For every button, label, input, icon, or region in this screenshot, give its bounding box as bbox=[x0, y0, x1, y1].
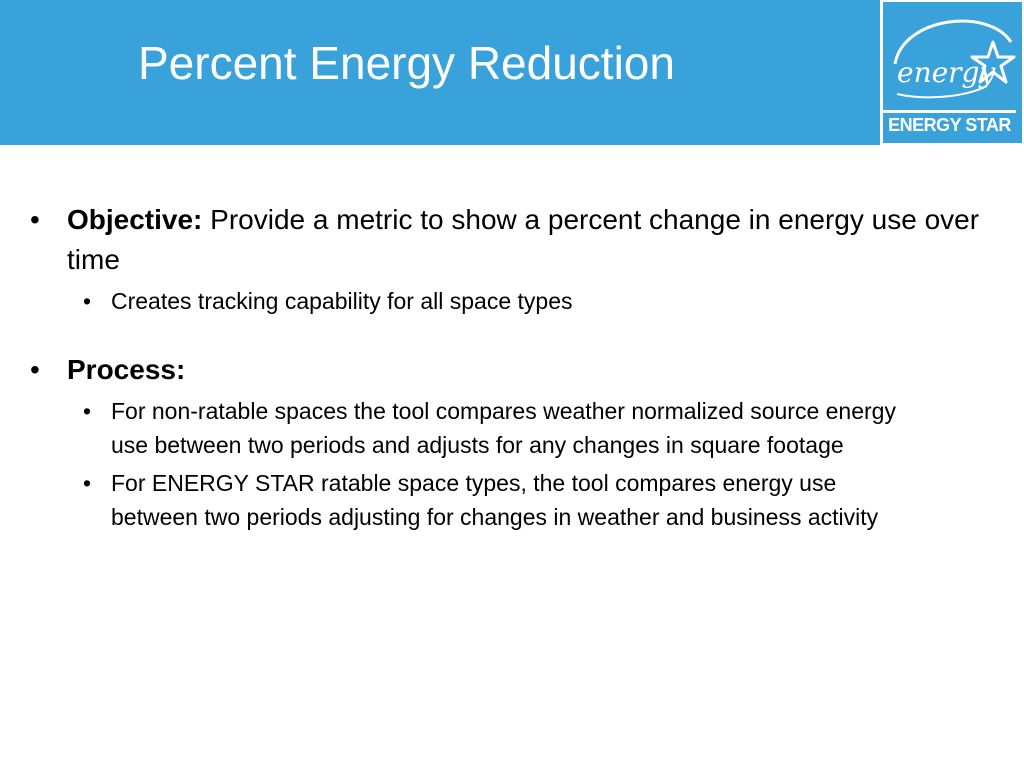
sub-bullet-list: • Creates tracking capability for all sp… bbox=[0, 284, 1000, 318]
sub-bullet-dot: • bbox=[83, 398, 92, 424]
sub-bullet: • Creates tracking capability for all sp… bbox=[0, 284, 911, 318]
bullet-label: Process: bbox=[67, 354, 186, 385]
slide-title: Percent Energy Reduction bbox=[138, 37, 675, 89]
energy-star-icon: energy bbox=[893, 19, 1016, 99]
logo-caption: ENERGY STAR bbox=[888, 115, 1011, 135]
logo-script-text: energy bbox=[897, 56, 996, 89]
energy-star-logo: energy ENERGY STAR bbox=[880, 0, 1024, 145]
bullet-objective: • Objective: Provide a metric to show a … bbox=[0, 200, 1000, 280]
logo-caption-band bbox=[883, 110, 1016, 142]
bullet-dot: • bbox=[30, 354, 40, 385]
bullet-label: Objective: bbox=[67, 204, 203, 235]
slide-content: • Objective: Provide a metric to show a … bbox=[0, 200, 1000, 538]
sub-bullet-text: For ENERGY STAR ratable space types, the… bbox=[111, 470, 879, 530]
sub-bullet-text: For non-ratable spaces the tool compares… bbox=[111, 398, 896, 458]
sub-bullet-text: Creates tracking capability for all spac… bbox=[111, 288, 573, 314]
title-bar: Percent Energy Reduction bbox=[0, 0, 880, 145]
sub-bullet-list: • For non-ratable spaces the tool compar… bbox=[0, 394, 1000, 534]
sub-bullet-dot: • bbox=[83, 470, 92, 496]
sub-bullet-dot: • bbox=[83, 288, 92, 314]
sub-bullet: • For ENERGY STAR ratable space types, t… bbox=[0, 466, 911, 534]
bullet-process: • Process: bbox=[0, 350, 1000, 390]
bullet-text: Provide a metric to show a percent chang… bbox=[67, 204, 980, 275]
sub-bullet: • For non-ratable spaces the tool compar… bbox=[0, 394, 911, 462]
bullet-dot: • bbox=[30, 204, 40, 235]
